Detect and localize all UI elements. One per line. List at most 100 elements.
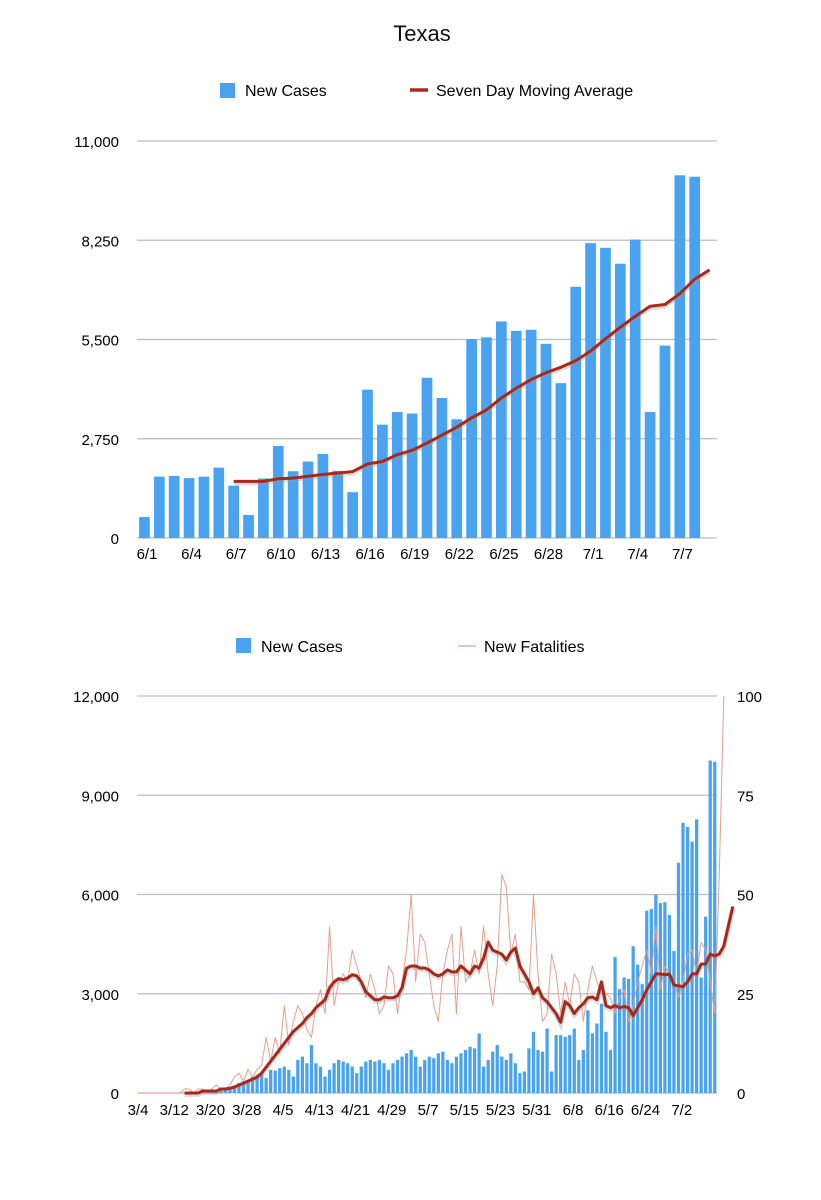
chart2-bar	[278, 1068, 282, 1093]
chart1-bar	[510, 330, 522, 538]
chart2-y2-tick-label: 0	[737, 1086, 745, 1103]
chart1-bar	[570, 286, 582, 538]
chart1-bar	[168, 475, 180, 538]
chart2-bar	[622, 977, 626, 1093]
chart2-bar	[559, 1035, 563, 1093]
chart1-bar	[496, 321, 507, 538]
chart1-bar	[466, 339, 477, 538]
chart2-bar	[273, 1070, 277, 1093]
chart2-bar	[500, 1056, 504, 1093]
chart2-bar	[518, 1073, 522, 1093]
chart2-bar	[595, 1023, 599, 1093]
chart2-x-axis: 3/4 3/12 3/20 3/28 4/5 4/13 4/21 4/29 5/7 5/15 5/2…	[128, 1102, 693, 1119]
chart2-y2-tick-label: 50	[737, 888, 754, 905]
chart2-bar	[382, 1063, 386, 1093]
chart2-bar	[219, 1089, 223, 1093]
chart2-bar	[368, 1059, 372, 1093]
chart2-bar	[522, 1071, 527, 1093]
chart2-bar	[246, 1079, 250, 1093]
chart2-x-tick-label: 4/5	[273, 1102, 294, 1119]
chart2-bar	[572, 1028, 576, 1093]
chart2-bar	[563, 1036, 567, 1093]
chart1-bar	[644, 412, 656, 538]
chart2-bar	[540, 1051, 545, 1093]
chart2-bar	[364, 1061, 368, 1093]
chart1-x-tick-label: 7/1	[583, 546, 604, 563]
chart1-moving-average	[233, 268, 711, 486]
chart1-bar	[243, 514, 254, 538]
chart2-bar	[418, 1066, 422, 1093]
chart1-bar	[302, 461, 314, 538]
chart2-bar	[608, 1049, 613, 1093]
chart2-bar	[373, 1061, 377, 1093]
chart1-legend-line-label: Seven Day Moving Average	[436, 83, 633, 100]
chart1-y-axis: 0 2,750 5,500 8,250 11,000	[74, 134, 119, 548]
chart1-bar	[436, 397, 448, 538]
chart1-bar	[659, 345, 671, 538]
chart1-bar	[228, 485, 240, 538]
chart2-bar	[654, 894, 658, 1093]
chart2-x-tick-label: 5/23	[486, 1102, 515, 1119]
chart2-bar	[305, 1063, 309, 1093]
chart2-bar	[617, 989, 622, 1093]
chart2-bar	[223, 1088, 227, 1093]
chart2-y-tick-label: 3,000	[81, 987, 119, 1004]
chart2-x-tick-label: 3/28	[232, 1102, 261, 1119]
chart1-bar	[139, 517, 150, 538]
chart2-bar	[377, 1059, 382, 1093]
chart2-bar	[713, 761, 717, 1093]
chart1-x-tick-label: 6/4	[181, 546, 202, 563]
chart2-bar	[386, 1069, 391, 1093]
chart2-bar	[327, 1069, 332, 1093]
chart1-moving-average-line	[233, 268, 711, 483]
chart2-y-tick-label: 6,000	[81, 888, 119, 905]
chart2-bar	[423, 1059, 427, 1093]
chart1-y-tick-label: 0	[111, 531, 119, 548]
chart2-bar	[346, 1063, 350, 1093]
chart2-bar	[359, 1066, 363, 1093]
chart1-y-tick-label: 11,000	[74, 134, 119, 151]
chart1-x-tick-label: 6/1	[137, 546, 158, 563]
chart1-x-tick-label: 6/28	[534, 546, 563, 563]
chart2-bar	[264, 1078, 268, 1093]
chart2-bar	[636, 964, 640, 1093]
chart2-bar	[495, 1045, 499, 1093]
chart2-bar	[649, 909, 653, 1093]
chart2-legend-bar-swatch	[236, 638, 251, 653]
chart1-bar	[451, 419, 463, 538]
chart2-bar	[259, 1072, 264, 1093]
chart2-bar	[667, 915, 672, 1093]
chart1-bar	[600, 247, 611, 538]
chart1-bar	[614, 263, 626, 538]
chart2-y-tick-label: 12,000	[73, 689, 119, 706]
chart2-bar	[432, 1058, 436, 1093]
chart2-bar	[536, 1049, 540, 1093]
chart2-x-tick-label: 4/29	[377, 1102, 406, 1119]
chart1-x-axis: 6/1 6/4 6/7 6/10 6/13 6/16 6/19 6/22 6/25 6/28 7/1…	[137, 546, 693, 563]
chart1-x-tick-label: 6/13	[311, 546, 340, 563]
chart2-bar	[241, 1081, 246, 1093]
chart1-x-tick-label: 6/22	[445, 546, 474, 563]
chart2-bar	[658, 903, 662, 1093]
chart2-bar	[427, 1056, 431, 1093]
chart2-bar	[531, 1031, 536, 1093]
chart2-y-tick-label: 9,000	[81, 788, 119, 805]
chart2-x-tick-label: 3/4	[128, 1102, 149, 1119]
chart2-bar	[454, 1056, 459, 1093]
chart2-bar	[504, 1059, 508, 1093]
chart2-bar	[395, 1059, 400, 1093]
chart2-bar	[228, 1087, 232, 1093]
chart1-bar	[421, 377, 433, 538]
chart2-bar	[599, 1003, 604, 1093]
chart1-x-tick-label: 6/16	[355, 546, 384, 563]
chart1-bar	[377, 424, 388, 538]
chart1-bar	[332, 470, 344, 538]
chart2-bar	[604, 1031, 608, 1093]
chart2-bar	[463, 1049, 468, 1093]
chart1-x-tick-label: 6/10	[266, 546, 295, 563]
chart2-x-tick-label: 6/16	[595, 1102, 624, 1119]
chart1-y-tick-label: 2,750	[81, 432, 119, 449]
chart2-x-tick-label: 4/21	[341, 1102, 370, 1119]
chart2-x-tick-label: 6/8	[563, 1102, 584, 1119]
chart2-x-tick-label: 4/13	[305, 1102, 334, 1119]
